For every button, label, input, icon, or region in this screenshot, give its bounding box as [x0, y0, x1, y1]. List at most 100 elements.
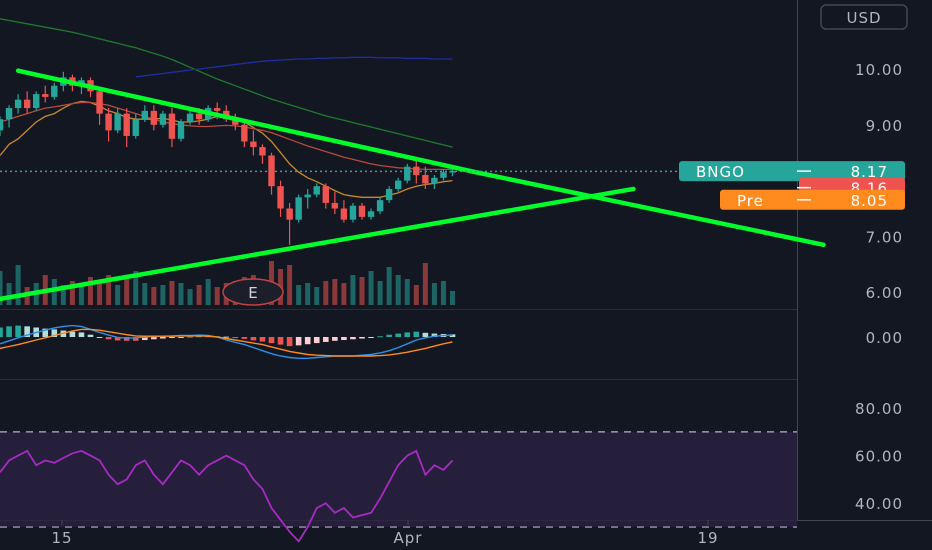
candle-body — [195, 113, 203, 120]
candle[interactable] — [23, 91, 31, 114]
macd-histogram-bar — [51, 329, 58, 337]
volume-bar — [341, 283, 347, 305]
macd-histogram-bar — [368, 337, 374, 338]
candle[interactable] — [322, 183, 329, 209]
candle[interactable] — [367, 208, 375, 220]
candle-body — [286, 208, 293, 220]
candle[interactable] — [105, 108, 112, 142]
candle[interactable] — [304, 188, 311, 209]
volume-bar — [395, 275, 401, 305]
volume-bar — [6, 283, 12, 305]
price-tag-background — [720, 189, 905, 210]
macd-histogram-bar — [196, 336, 202, 338]
currency-badge-frame — [820, 4, 908, 30]
candle[interactable] — [340, 200, 348, 223]
trendline-resistance-extension[interactable] — [468, 168, 826, 248]
candle[interactable] — [150, 105, 158, 131]
candle[interactable] — [5, 105, 13, 128]
candle[interactable] — [141, 105, 148, 123]
rsi-axis-tick: 80.00 — [855, 400, 903, 418]
candle[interactable] — [96, 88, 103, 125]
trendline-support[interactable] — [0, 186, 636, 302]
candle[interactable] — [250, 130, 257, 156]
price-tag-value: 8.17 — [851, 163, 888, 181]
candle[interactable] — [313, 183, 320, 198]
macd-histogram-bar — [105, 337, 112, 340]
earnings-marker[interactable]: E — [222, 278, 284, 306]
candle-body — [277, 186, 284, 209]
candle[interactable] — [404, 163, 411, 184]
candle[interactable] — [376, 197, 384, 215]
macd-histogram-bar — [404, 332, 411, 337]
candle[interactable] — [51, 82, 58, 100]
candle[interactable] — [177, 119, 185, 142]
macd-histogram-bar — [0, 327, 3, 337]
trendlines-layer[interactable] — [0, 68, 826, 302]
candle-body — [376, 200, 384, 212]
candle[interactable] — [431, 175, 438, 189]
volume-bar — [187, 289, 193, 305]
candle-body — [168, 113, 176, 139]
macd-histogram-bar — [341, 337, 347, 341]
candle[interactable] — [385, 186, 393, 203]
candle-body — [96, 91, 103, 114]
macd-histogram-bar — [286, 337, 293, 347]
volume-bar — [359, 277, 365, 305]
candle-body — [395, 180, 402, 189]
candle-body — [0, 119, 4, 131]
trendline-resistance[interactable] — [15, 68, 473, 174]
candle[interactable] — [42, 85, 49, 103]
macd-histogram-bar — [87, 334, 94, 337]
candle[interactable] — [132, 113, 139, 139]
candle[interactable] — [159, 110, 167, 128]
candle-body — [51, 85, 58, 97]
macd-histogram-bar — [15, 325, 21, 337]
candle[interactable] — [168, 108, 176, 148]
candle-body — [331, 202, 339, 209]
candle-body — [304, 194, 311, 198]
volume-bar — [368, 271, 374, 305]
price-axis-tick: 6.00 — [866, 284, 903, 302]
macd-histogram-bar — [350, 337, 356, 340]
candle[interactable] — [440, 169, 447, 181]
candle-body — [313, 186, 320, 195]
macd-histogram-bar — [277, 337, 284, 345]
candle[interactable] — [114, 108, 121, 134]
macd-histogram-bar — [232, 337, 239, 338]
candle-body — [241, 124, 248, 142]
candle[interactable] — [449, 168, 456, 177]
candle[interactable] — [14, 94, 22, 114]
candle[interactable] — [241, 122, 248, 148]
macd-histogram-bar — [250, 337, 257, 341]
candle[interactable] — [286, 202, 293, 245]
volume-bar — [78, 287, 84, 305]
macd-histogram-bar — [78, 332, 85, 337]
macd-histogram-bar — [332, 337, 338, 341]
candle[interactable] — [395, 177, 402, 192]
candle-body — [358, 205, 366, 217]
candle-body — [33, 94, 40, 109]
candle[interactable] — [186, 110, 194, 125]
candle[interactable] — [358, 202, 366, 220]
candle[interactable] — [232, 113, 239, 131]
candle[interactable] — [349, 202, 357, 223]
price-axis-tick: 7.00 — [866, 228, 903, 246]
candle-body — [159, 113, 167, 125]
candle[interactable] — [123, 108, 130, 148]
candle[interactable] — [0, 116, 4, 136]
candle[interactable] — [259, 144, 266, 164]
candle[interactable] — [33, 91, 40, 111]
macd-histogram-bar — [69, 331, 76, 337]
candle[interactable] — [277, 180, 284, 217]
currency-badge[interactable]: USD — [820, 4, 908, 30]
price-tag-symbol: BNGO — [696, 163, 745, 181]
macd-histogram-bar — [313, 337, 320, 344]
candle-body — [295, 197, 302, 220]
price-tag-symbol: Pre — [737, 192, 764, 210]
candle[interactable] — [295, 194, 302, 223]
macd-layer — [0, 324, 456, 359]
candle[interactable] — [422, 166, 429, 189]
price-tag-value: 8.05 — [851, 192, 888, 210]
candle[interactable] — [331, 191, 339, 215]
candle-body — [404, 166, 411, 181]
